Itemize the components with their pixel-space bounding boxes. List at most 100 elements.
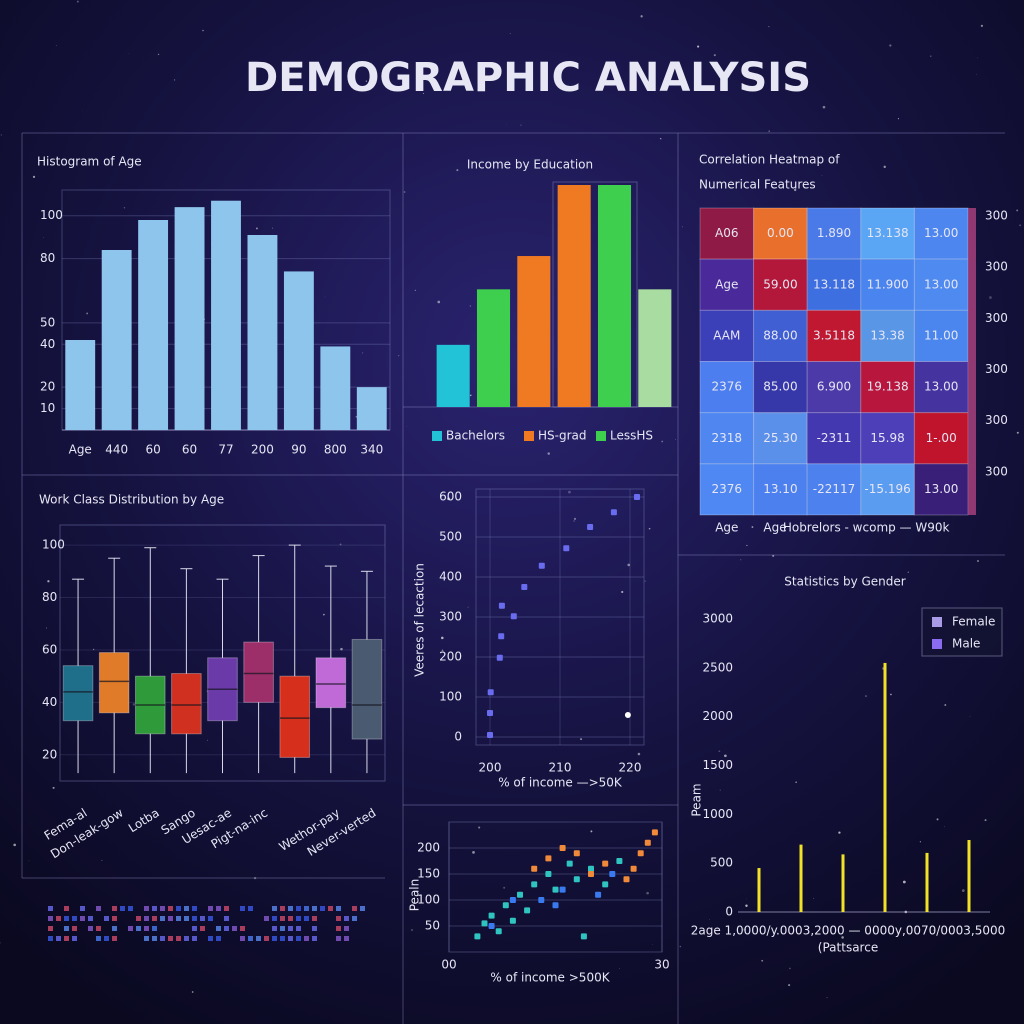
star xyxy=(123,207,126,209)
strip-dot xyxy=(224,926,229,931)
colorbar-label: 300 xyxy=(985,260,1008,274)
point xyxy=(595,891,602,898)
star xyxy=(355,415,358,418)
strip-dot xyxy=(208,916,213,921)
cell-label: 1.890 xyxy=(817,226,851,240)
star xyxy=(902,880,906,884)
point xyxy=(474,933,481,940)
star xyxy=(793,188,797,192)
plot-frame xyxy=(448,821,663,953)
y-tick-label: 50 xyxy=(40,315,55,329)
strip-dot xyxy=(272,916,277,921)
star xyxy=(637,752,641,756)
star xyxy=(52,786,55,789)
y-tick-label: 100 xyxy=(417,893,440,907)
star xyxy=(709,918,710,920)
strip-dot xyxy=(112,906,117,911)
star xyxy=(627,563,631,567)
star xyxy=(718,750,721,753)
strip-dot xyxy=(224,906,229,911)
bar xyxy=(283,271,314,430)
cell-label: 2376 xyxy=(712,380,743,394)
point xyxy=(498,602,505,609)
strip-dot xyxy=(136,926,141,931)
strip-dot xyxy=(152,906,157,911)
strip-dot xyxy=(296,906,301,911)
point xyxy=(496,654,503,661)
star xyxy=(0,134,3,136)
heatmap-cell xyxy=(699,412,755,465)
heatmap-cell xyxy=(913,361,969,414)
strip-dot xyxy=(216,906,221,911)
point xyxy=(517,891,523,898)
y-axis-label: Veeres of lecaction xyxy=(413,563,427,677)
point xyxy=(630,865,637,872)
heatmap-cell xyxy=(753,258,808,311)
star xyxy=(768,26,770,28)
chart-title: Work Class Distribution by Age xyxy=(39,493,224,507)
y-tick-label: 40 xyxy=(42,695,57,709)
star xyxy=(340,647,343,651)
strip-dot xyxy=(48,936,53,941)
bar xyxy=(757,868,761,912)
bar xyxy=(211,200,241,430)
point xyxy=(524,907,531,914)
y-tick-label: 2000 xyxy=(702,709,733,723)
strip-dot xyxy=(128,906,133,911)
star xyxy=(410,928,414,932)
star xyxy=(644,580,646,582)
cell-label: 3.5118 xyxy=(813,328,855,342)
point xyxy=(651,829,658,836)
star xyxy=(509,33,511,34)
strip-dot xyxy=(296,936,301,941)
point xyxy=(637,850,644,857)
strip-dot xyxy=(192,906,197,911)
bar xyxy=(925,852,929,912)
star xyxy=(573,517,577,521)
star xyxy=(43,236,45,238)
bar xyxy=(174,207,205,430)
cell-label: 0.00 xyxy=(767,226,794,240)
strip-dot xyxy=(80,906,85,911)
bar xyxy=(476,289,511,407)
box xyxy=(351,638,383,740)
column-label: Hobrelors - wcomp — W90k xyxy=(783,521,950,535)
heatmap-cell xyxy=(860,309,915,363)
star xyxy=(743,928,746,931)
strip-dot xyxy=(184,906,189,911)
strip-dot xyxy=(280,936,285,941)
point xyxy=(538,897,545,903)
box xyxy=(315,657,347,709)
point xyxy=(488,912,495,919)
point xyxy=(510,613,517,620)
y-tick-label: 100 xyxy=(439,690,462,704)
bar xyxy=(597,185,632,407)
colorbar-label: 300 xyxy=(985,362,1008,376)
point xyxy=(634,494,640,500)
point xyxy=(580,933,587,940)
star xyxy=(101,859,103,861)
point xyxy=(487,710,493,716)
strip-dot xyxy=(120,906,125,911)
bar xyxy=(799,844,803,912)
strip-dot xyxy=(88,916,93,921)
star xyxy=(619,968,620,969)
cell-label: 88.00 xyxy=(763,328,797,342)
point xyxy=(616,858,623,864)
star xyxy=(441,636,444,640)
y-tick-label: 20 xyxy=(40,380,55,394)
legend-swatch xyxy=(932,617,942,627)
legend-label: Bachelors xyxy=(446,429,505,443)
star xyxy=(547,452,550,455)
star xyxy=(590,830,593,833)
strip-dot xyxy=(240,936,245,941)
strip-dot xyxy=(288,936,293,941)
star xyxy=(969,716,971,718)
cell-label: 6.900 xyxy=(817,380,851,394)
strip-dot xyxy=(168,906,173,911)
colorbar xyxy=(968,208,976,515)
strip-dot xyxy=(64,926,69,931)
point xyxy=(488,923,495,929)
heatmap-cell xyxy=(860,207,915,260)
strip-dot xyxy=(112,916,117,921)
